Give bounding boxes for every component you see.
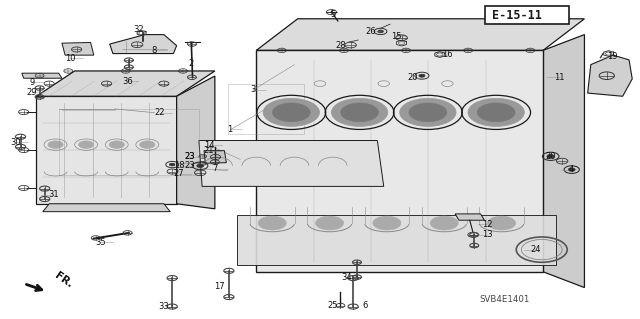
FancyBboxPatch shape	[485, 6, 568, 25]
Text: 35: 35	[95, 238, 106, 247]
Text: 3: 3	[250, 85, 256, 94]
Text: 5: 5	[330, 10, 335, 19]
Circle shape	[170, 163, 175, 166]
Text: 23: 23	[184, 161, 195, 170]
Polygon shape	[455, 214, 484, 220]
Text: FR.: FR.	[52, 271, 74, 290]
Text: 9: 9	[29, 78, 35, 86]
Text: 1: 1	[227, 125, 232, 134]
Polygon shape	[62, 42, 94, 55]
Text: 24: 24	[530, 245, 541, 254]
Text: 31: 31	[49, 190, 59, 199]
Text: 10: 10	[65, 54, 76, 63]
Circle shape	[263, 98, 319, 126]
Polygon shape	[237, 215, 556, 265]
Circle shape	[316, 216, 344, 230]
Circle shape	[399, 98, 456, 126]
Circle shape	[468, 98, 524, 126]
Text: 14: 14	[204, 141, 214, 150]
Text: 17: 17	[214, 282, 225, 291]
Circle shape	[48, 141, 63, 148]
Text: 12: 12	[482, 220, 492, 229]
Polygon shape	[199, 141, 384, 186]
Text: 27: 27	[173, 169, 184, 178]
Circle shape	[477, 103, 515, 122]
Text: 22: 22	[154, 108, 164, 117]
Text: 21: 21	[204, 146, 214, 155]
Text: 13: 13	[482, 230, 492, 239]
Text: 33: 33	[159, 302, 169, 311]
Text: 28: 28	[335, 41, 346, 49]
Polygon shape	[588, 55, 632, 96]
Circle shape	[568, 168, 575, 171]
Text: 11: 11	[554, 73, 565, 82]
Circle shape	[378, 30, 383, 33]
Text: 7: 7	[212, 165, 218, 174]
Polygon shape	[256, 50, 543, 272]
Circle shape	[140, 141, 155, 148]
Text: SVB4E1401: SVB4E1401	[479, 295, 530, 304]
Text: 16: 16	[442, 50, 452, 59]
Circle shape	[273, 103, 310, 122]
Circle shape	[79, 141, 94, 148]
Text: 18: 18	[175, 161, 185, 170]
Circle shape	[340, 103, 378, 122]
Circle shape	[419, 74, 425, 77]
Text: 25: 25	[328, 301, 338, 310]
Text: 36: 36	[122, 77, 133, 85]
Polygon shape	[22, 73, 62, 78]
Text: 6: 6	[362, 301, 367, 310]
Polygon shape	[36, 71, 215, 96]
Text: 30: 30	[10, 137, 20, 147]
Circle shape	[258, 216, 286, 230]
Circle shape	[547, 154, 554, 158]
Text: 15: 15	[391, 32, 402, 41]
Polygon shape	[36, 96, 177, 204]
Text: 26: 26	[365, 27, 376, 36]
Text: 19: 19	[607, 52, 617, 61]
Text: 8: 8	[152, 46, 157, 55]
Text: 20: 20	[407, 73, 418, 82]
Polygon shape	[256, 19, 584, 50]
Circle shape	[332, 98, 388, 126]
Text: 23: 23	[184, 152, 195, 161]
Polygon shape	[204, 151, 227, 163]
Circle shape	[109, 141, 124, 148]
Text: 2: 2	[189, 59, 194, 68]
Text: 29: 29	[27, 88, 37, 97]
Circle shape	[196, 164, 204, 167]
Polygon shape	[43, 204, 170, 212]
Text: 23: 23	[184, 152, 195, 161]
Circle shape	[488, 216, 516, 230]
Polygon shape	[109, 34, 177, 54]
Text: 34: 34	[342, 273, 352, 282]
Polygon shape	[177, 76, 215, 209]
Polygon shape	[543, 34, 584, 287]
Text: 20: 20	[545, 152, 556, 161]
Text: E-15-11: E-15-11	[492, 9, 542, 22]
Circle shape	[430, 216, 458, 230]
Circle shape	[409, 103, 447, 122]
Circle shape	[373, 216, 401, 230]
Text: 32: 32	[133, 25, 144, 34]
Text: 4: 4	[569, 165, 574, 174]
